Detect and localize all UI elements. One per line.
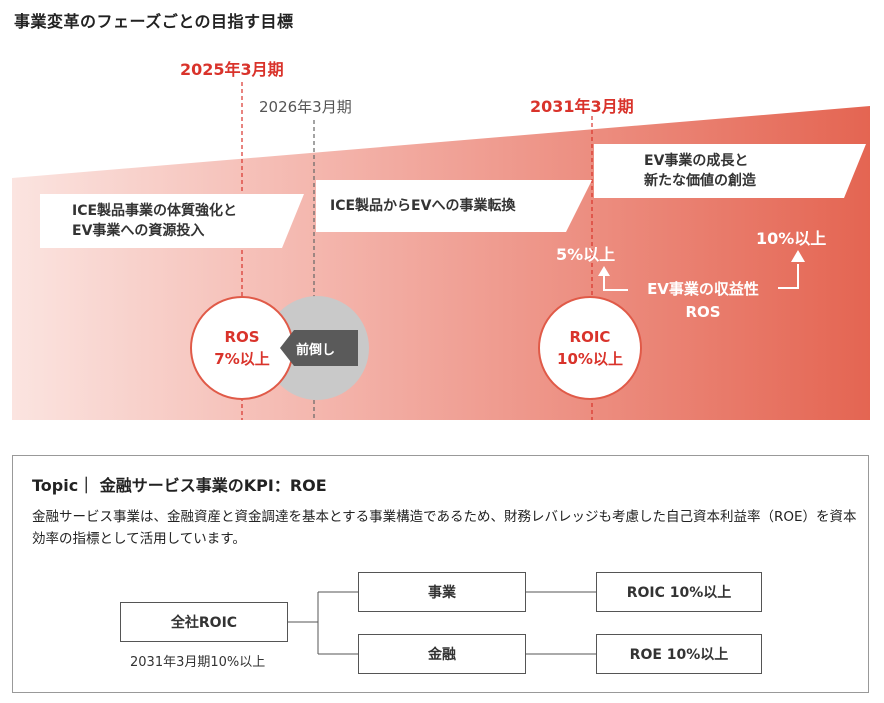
milestone-label-2031: 2031年3月期 [530, 97, 634, 116]
page-title: 事業変革のフェーズごとの目指す目標 [14, 12, 294, 31]
ev-ros-label: EV事業の収益性 ROS [647, 280, 759, 321]
phase-text-3: EV事業の成長と 新たな価値の創造 [644, 153, 756, 189]
phase-banner-1 [40, 194, 304, 248]
ev-ros-arrow-high [791, 250, 805, 262]
flow-target-roic: ROIC 10%以上 [596, 572, 762, 612]
ev-ros-low-label: 5%以上 [556, 245, 616, 264]
milestone-label-2026: 2026年3月期 [259, 98, 352, 116]
roic-target-circle: ROIC 10%以上 [538, 296, 642, 400]
topic-heading: Topic｜ 金融サービス事業のKPI：ROE [32, 476, 327, 495]
flow-target-roe: ROE 10%以上 [596, 634, 762, 674]
phase-text-1: ICE製品事業の体質強化と EV事業への資源投入 [72, 203, 238, 239]
milestone-label-2025: 2025年3月期 [180, 60, 284, 79]
phase-banner-2 [316, 180, 592, 232]
ev-ros-high-label: 10%以上 [756, 229, 827, 248]
flow-root-box: 全社ROIC [120, 602, 288, 642]
ros-target-circle: ROS 7%以上 [190, 296, 294, 400]
pull-forward-label: 前倒し [296, 343, 336, 358]
flow-root-caption: 2031年3月期10%以上 [130, 655, 266, 670]
topic-box [12, 455, 869, 693]
ev-ros-arrow-low [598, 266, 610, 276]
pull-forward-arrow-icon [280, 330, 358, 366]
flow-connectors [288, 591, 596, 655]
topic-body: 金融サービス事業は、金融資産と資金調達を基本とする事業構造であるため、財務レバレ… [32, 509, 857, 547]
phase-text-2: ICE製品からEVへの事業転換 [330, 198, 516, 214]
flow-branch-business: 事業 [358, 572, 526, 612]
ev-ros-bracket [603, 264, 799, 291]
flow-branch-finance: 金融 [358, 634, 526, 674]
phase-banner-3 [594, 144, 866, 198]
